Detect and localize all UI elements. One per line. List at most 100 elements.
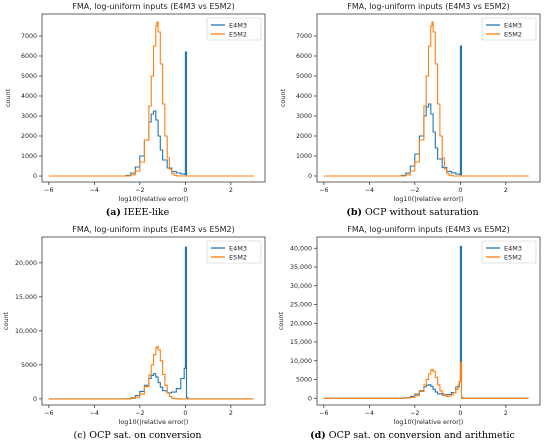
y-tick-label-a: 2000 (21, 133, 37, 140)
caption-c-label: (c) (73, 430, 87, 441)
series-e4m3-c (48, 246, 254, 400)
legend-label-e5m2-a: E5M2 (229, 30, 247, 38)
x-tick-label-d: −4 (365, 410, 374, 417)
y-tick-label-a: 1000 (21, 153, 37, 160)
chart-title-d: FMA, log-uniform inputs (E4M3 vs E5M2) (347, 225, 510, 234)
x-tick-label-a: −2 (135, 187, 144, 194)
caption-d: (d) OCP sat. on conversion and arithmeti… (275, 430, 550, 441)
x-tick-label-a: 2 (229, 187, 233, 194)
plot-frame-b (316, 13, 541, 183)
y-tick-label-b: 4000 (296, 93, 312, 100)
x-tick-label-c: 0 (183, 410, 187, 417)
x-tick-label-b: −4 (365, 187, 374, 194)
chart-c: FMA, log-uniform inputs (E4M3 vs E5M2) −6… (2, 225, 266, 426)
y-tick-label-c: 20,000 (15, 260, 37, 267)
series-e4m3-d (323, 245, 529, 399)
x-tick-label-b: 0 (458, 187, 462, 194)
x-tick-label-c: −6 (44, 410, 53, 417)
x-tick-label-c: −2 (135, 410, 144, 417)
y-tick-label-d: 0 (308, 395, 312, 402)
chart-panel-c: FMA, log-uniform inputs (E4M3 vs E5M2) −6… (0, 223, 275, 446)
y-tick-label-b: 1000 (296, 153, 312, 160)
y-axis-label-d: count (277, 311, 285, 330)
legend-label-e5m2-c: E5M2 (229, 253, 247, 261)
caption-c: (c) OCP sat. on conversion (0, 430, 275, 441)
y-tick-label-c: 10,000 (15, 328, 37, 335)
chart-title-c: FMA, log-uniform inputs (E4M3 vs E5M2) (72, 225, 235, 234)
x-tick-label-a: 0 (183, 187, 187, 194)
x-tick-label-b: −2 (410, 187, 419, 194)
x-tick-label-a: −6 (44, 187, 53, 194)
caption-a-text: IEEE-like (123, 207, 170, 218)
plot-frame-d (316, 236, 541, 406)
y-tick-label-a: 6000 (21, 53, 37, 60)
x-tick-label-b: −6 (319, 187, 328, 194)
y-tick-label-b: 0 (308, 173, 312, 180)
chart-a: FMA, log-uniform inputs (E4M3 vs E5M2) −6… (4, 2, 266, 203)
series-e5m2-b (323, 21, 529, 177)
y-tick-label-d: 25,000 (290, 302, 312, 309)
caption-d-text: OCP sat. on conversion and arithmetic (328, 430, 515, 441)
caption-c-text: OCP sat. on conversion (89, 430, 202, 441)
chart-b: FMA, log-uniform inputs (E4M3 vs E5M2) −6… (279, 2, 541, 203)
y-tick-label-a: 4000 (21, 93, 37, 100)
y-tick-label-d: 20,000 (290, 320, 312, 327)
x-tick-label-d: −6 (319, 410, 328, 417)
chart-d: FMA, log-uniform inputs (E4M3 vs E5M2) −6… (277, 225, 541, 426)
y-tick-label-d: 40,000 (290, 245, 312, 252)
x-tick-label-d: −2 (410, 410, 419, 417)
y-tick-label-a: 0 (33, 173, 37, 180)
y-tick-label-a: 5000 (21, 73, 37, 80)
plot-frame-a (41, 13, 266, 183)
y-tick-label-b: 5000 (296, 73, 312, 80)
chart-title-a: FMA, log-uniform inputs (E4M3 vs E5M2) (72, 2, 235, 11)
legend-label-e4m3-a: E4M3 (229, 21, 247, 29)
caption-b-text: OCP without saturation (365, 207, 479, 218)
y-tick-label-d: 15,000 (290, 339, 312, 346)
y-tick-label-a: 7000 (21, 33, 37, 40)
x-axis-label-b: log10(|relative error|) (394, 195, 464, 203)
chart-title-b: FMA, log-uniform inputs (E4M3 vs E5M2) (347, 2, 510, 11)
x-axis-label-c: log10(|relative error|) (119, 418, 189, 426)
y-tick-label-d: 30,000 (290, 283, 312, 290)
y-tick-label-c: 15,000 (15, 294, 37, 301)
series-e4m3-b (323, 45, 529, 177)
y-tick-label-b: 7000 (296, 33, 312, 40)
y-tick-label-b: 3000 (296, 113, 312, 120)
legend-label-e4m3-c: E4M3 (229, 244, 247, 252)
y-tick-label-d: 35,000 (290, 264, 312, 271)
chart-panel-d: FMA, log-uniform inputs (E4M3 vs E5M2) −6… (275, 223, 550, 446)
chart-panel-a: FMA, log-uniform inputs (E4M3 vs E5M2) −6… (0, 0, 275, 223)
legend-label-e4m3-d: E4M3 (504, 244, 522, 252)
x-tick-label-c: −4 (90, 410, 99, 417)
y-axis-label-a: count (4, 88, 12, 107)
y-tick-label-b: 2000 (296, 133, 312, 140)
y-tick-label-c: 5000 (21, 362, 37, 369)
series-e5m2-c (48, 345, 254, 400)
x-tick-label-b: 2 (504, 187, 508, 194)
x-axis-label-a: log10(|relative error|) (119, 195, 189, 203)
legend-label-e5m2-d: E5M2 (504, 253, 522, 261)
series-e4m3-a (48, 51, 254, 177)
x-axis-label-d: log10(|relative error|) (394, 418, 464, 426)
caption-d-label: (d) (310, 430, 326, 441)
y-axis-label-b: count (279, 88, 287, 107)
y-tick-label-c: 0 (33, 396, 37, 403)
caption-a-label: (a) (105, 207, 121, 218)
y-tick-label-d: 10,000 (290, 358, 312, 365)
chart-panel-b: FMA, log-uniform inputs (E4M3 vs E5M2) −6… (275, 0, 550, 223)
caption-b: (b) OCP without saturation (275, 207, 550, 218)
legend-label-e4m3-b: E4M3 (504, 21, 522, 29)
y-axis-label-c: count (2, 311, 10, 330)
y-tick-label-a: 3000 (21, 113, 37, 120)
series-e5m2-d (323, 362, 529, 399)
x-tick-label-d: 2 (504, 410, 508, 417)
y-tick-label-b: 6000 (296, 53, 312, 60)
legend-label-e5m2-b: E5M2 (504, 30, 522, 38)
series-e5m2-a (48, 21, 254, 177)
plot-frame-c (41, 236, 266, 406)
caption-b-label: (b) (346, 207, 362, 218)
x-tick-label-c: 2 (229, 410, 233, 417)
y-tick-label-d: 5000 (296, 377, 312, 384)
caption-a: (a) IEEE-like (0, 207, 275, 218)
